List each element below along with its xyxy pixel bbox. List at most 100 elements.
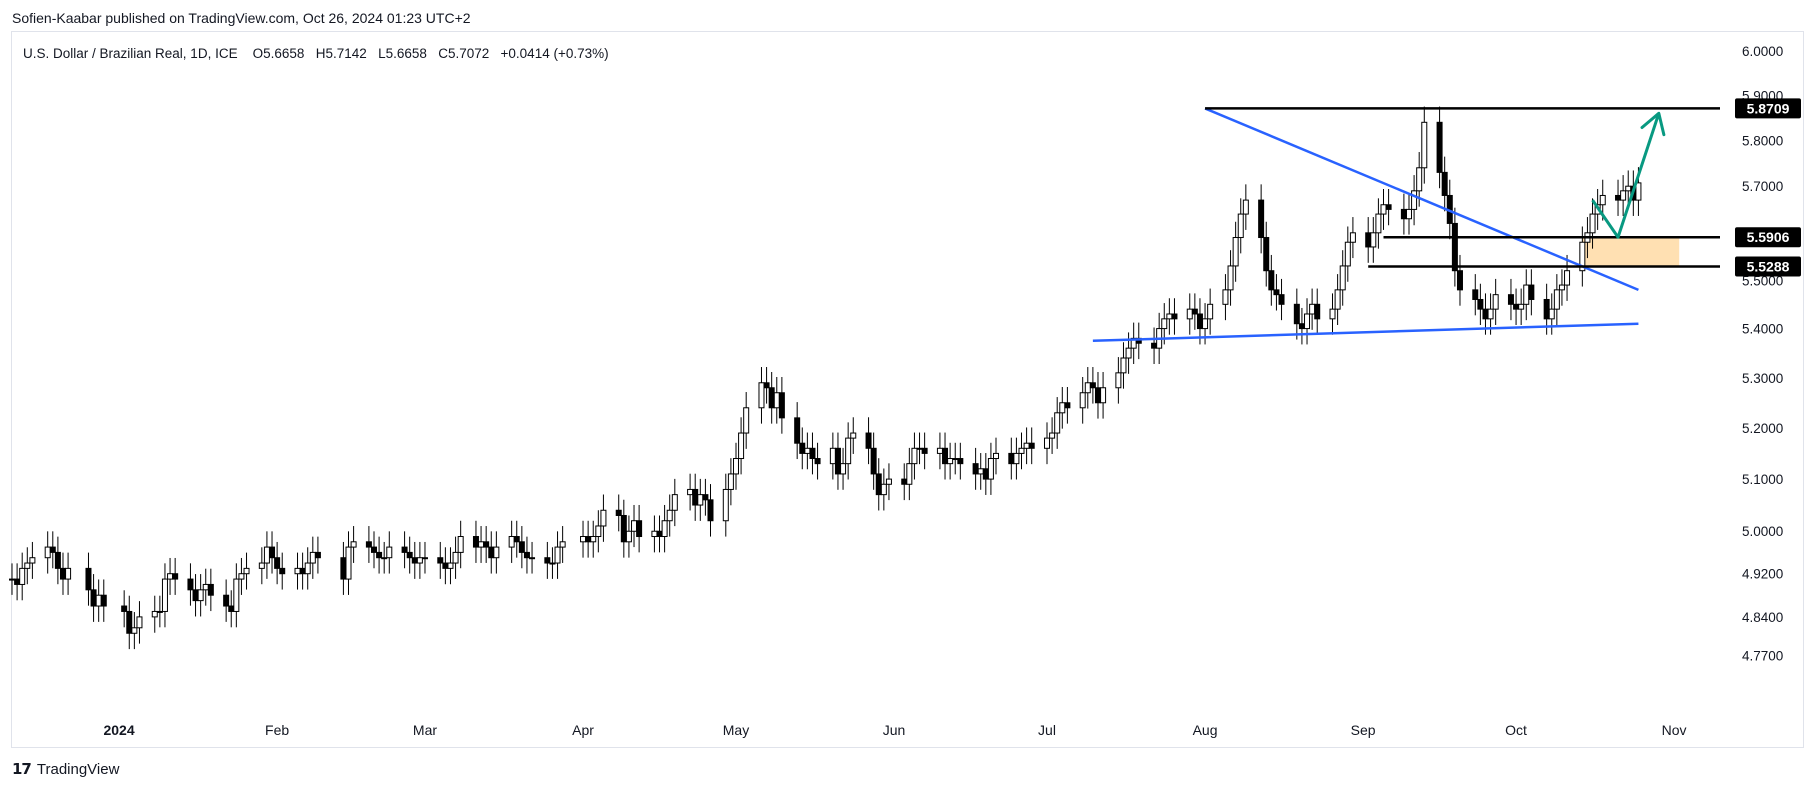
candle-body xyxy=(1329,308,1336,320)
candle-body xyxy=(1171,313,1178,320)
candle-body xyxy=(707,499,714,522)
candle-body xyxy=(1625,185,1632,192)
candle-body xyxy=(274,557,281,569)
candle-body xyxy=(493,546,500,559)
symbol-name: U.S. Dollar / Brazilian Real, 1D, ICE xyxy=(23,46,238,61)
candle-body xyxy=(172,573,179,580)
candle-body xyxy=(376,551,383,559)
candle-body xyxy=(875,473,882,496)
candle-body xyxy=(794,417,801,444)
candle-body xyxy=(1079,392,1086,409)
candle-body xyxy=(187,578,194,591)
candle-body xyxy=(1191,308,1198,315)
candle-body xyxy=(600,509,607,527)
candle-body xyxy=(722,488,729,522)
candle-body xyxy=(845,437,852,465)
candle-body xyxy=(1635,182,1642,201)
candle-body xyxy=(1334,289,1341,310)
x-tick-label: Nov xyxy=(1662,722,1687,738)
candle-body xyxy=(19,567,26,585)
trendline xyxy=(1092,322,1639,343)
candle-body xyxy=(957,458,964,465)
candle-body xyxy=(1028,442,1035,449)
candle-body xyxy=(1242,199,1249,215)
ohlc-open-label: O xyxy=(252,46,264,61)
y-tick-label: 5.1000 xyxy=(1742,472,1783,487)
candle-body xyxy=(1202,318,1209,330)
chart-frame xyxy=(11,31,1804,748)
candle-body xyxy=(1543,298,1550,320)
candle-body xyxy=(687,488,694,496)
candle-body xyxy=(258,562,265,569)
candle-body xyxy=(279,567,286,575)
candle-body xyxy=(1507,294,1514,305)
candle-body xyxy=(167,573,174,580)
candle-body xyxy=(483,541,490,548)
candle-body xyxy=(993,452,1000,460)
candle-body xyxy=(294,567,301,575)
candle-body xyxy=(661,520,668,538)
candle-body xyxy=(580,536,587,543)
candle-body xyxy=(1558,284,1565,291)
candle-body xyxy=(1100,387,1107,404)
candle-body xyxy=(1365,232,1372,248)
candle-body xyxy=(54,551,61,569)
level-price-label: 5.5906 xyxy=(1747,229,1790,245)
candle-body xyxy=(829,447,836,465)
candle-body xyxy=(1405,208,1412,220)
candle-body xyxy=(1120,357,1127,374)
candle-body xyxy=(1161,318,1168,330)
candle-body xyxy=(1518,303,1525,310)
candle-body xyxy=(1237,213,1244,239)
candle-body xyxy=(906,463,913,485)
ohlc-close-value: 5.7072 xyxy=(447,46,490,61)
candle-body xyxy=(554,546,561,564)
candle-body xyxy=(671,494,678,511)
candle-body xyxy=(309,551,316,564)
tradingview-brand[interactable]: 17 TradingView xyxy=(12,760,119,778)
candle-body xyxy=(936,447,943,454)
x-tick-label: Mar xyxy=(413,722,437,738)
candle-body xyxy=(197,589,204,602)
candle-body xyxy=(1273,289,1280,296)
candle-body xyxy=(345,546,352,580)
candle-body xyxy=(437,557,444,564)
x-tick-label: Jun xyxy=(883,722,906,738)
y-tick-label: 5.4000 xyxy=(1742,322,1783,337)
symbol-legend[interactable]: U.S. Dollar / Brazilian Real, 1D, ICE O 5… xyxy=(23,46,609,61)
candle-body xyxy=(381,557,388,560)
projection-arrow xyxy=(1591,112,1661,239)
candle-body xyxy=(1084,382,1091,394)
candle-body xyxy=(9,578,15,581)
candle-body xyxy=(156,610,163,613)
candle-body xyxy=(447,562,454,569)
candle-body xyxy=(192,589,199,602)
candle-body xyxy=(401,546,408,553)
candle-body xyxy=(1548,308,1555,320)
candle-body xyxy=(1304,313,1311,330)
candle-body xyxy=(228,605,235,612)
candle-body xyxy=(85,567,92,591)
x-tick-label: Jul xyxy=(1038,722,1056,738)
candle-body xyxy=(901,478,908,485)
brand-name: TradingView xyxy=(36,760,120,778)
candle-body xyxy=(314,551,321,559)
candle-body xyxy=(1421,121,1428,169)
candle-body xyxy=(65,567,72,580)
candle-body xyxy=(1472,289,1479,300)
y-tick-label: 4.7700 xyxy=(1742,648,1783,663)
y-tick-label: 6.0000 xyxy=(1742,44,1783,59)
candle-body xyxy=(768,387,775,409)
y-tick-label: 5.7000 xyxy=(1742,179,1783,194)
candle-body xyxy=(1227,265,1234,291)
candle-body xyxy=(1222,289,1229,305)
candle-body xyxy=(136,616,143,629)
candle-body xyxy=(472,536,479,548)
y-tick-label: 5.2000 xyxy=(1742,421,1783,436)
trendline xyxy=(1204,107,1639,292)
candle-body xyxy=(1375,213,1382,234)
level-price-label: 5.5288 xyxy=(1747,259,1790,275)
candle-body xyxy=(350,541,357,548)
candle-body xyxy=(1451,222,1458,272)
